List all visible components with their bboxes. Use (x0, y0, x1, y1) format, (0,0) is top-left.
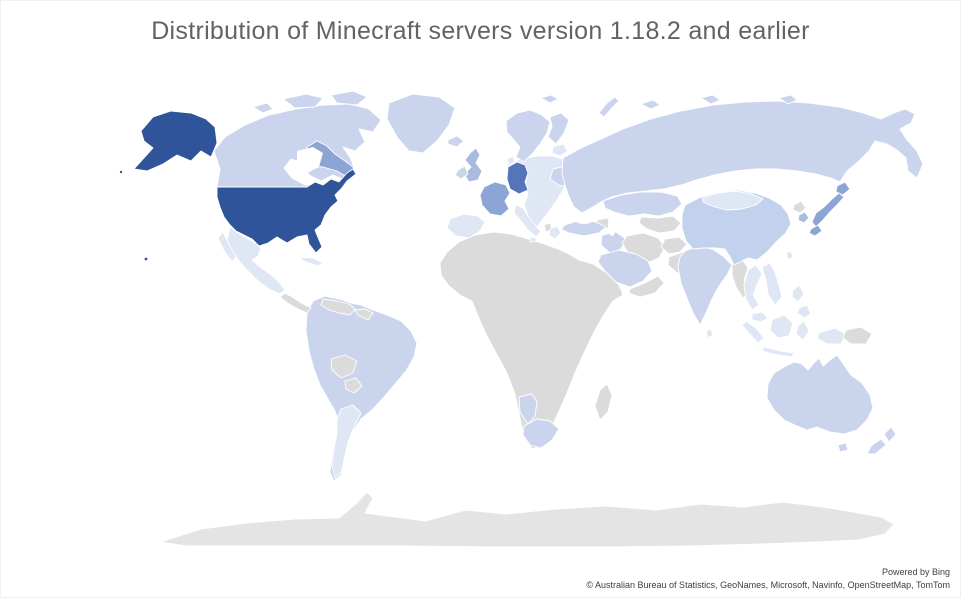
region-saudi-arabia[interactable] (597, 249, 653, 288)
region-madagascar[interactable] (594, 383, 613, 421)
region-guyanas[interactable] (354, 308, 374, 321)
region-india[interactable] (677, 245, 733, 326)
region-philippines-luzon[interactable] (791, 284, 805, 303)
region-arctic-island-east-3[interactable] (778, 94, 798, 105)
region-north-korea[interactable] (792, 200, 807, 214)
region-canada-arctic-island-2[interactable] (330, 90, 368, 106)
region-malaysia[interactable] (751, 311, 769, 323)
region-hawaii[interactable] (144, 257, 148, 261)
region-novaya-zemlya[interactable] (598, 96, 620, 118)
region-argentina-chile[interactable] (331, 404, 362, 479)
region-baltics[interactable] (551, 143, 569, 157)
region-borneo[interactable] (769, 314, 794, 339)
region-namibia[interactable] (518, 393, 538, 425)
region-aleutian-dot[interactable] (119, 170, 123, 174)
region-yemen-oman[interactable] (628, 275, 665, 298)
region-afghanistan[interactable] (660, 236, 688, 255)
region-indochina[interactable] (761, 262, 783, 306)
region-france[interactable] (479, 181, 511, 217)
powered-by-bing-label: Powered by Bing (881, 567, 950, 577)
caspian-sea (608, 214, 616, 236)
region-canada-arctic-island-1[interactable] (282, 93, 324, 109)
region-south-korea[interactable] (797, 211, 810, 224)
copyright-label: © Australian Bureau of Statistics, GeoNa… (586, 580, 950, 590)
region-new-zealand-north[interactable] (883, 426, 897, 443)
region-iceland[interactable] (447, 135, 465, 148)
region-china[interactable] (681, 189, 792, 266)
region-ireland[interactable] (454, 165, 469, 180)
hudson-bay (297, 147, 323, 173)
map-attribution: Powered by Bing © Australian Bureau of S… (586, 566, 950, 592)
region-baja-california[interactable] (217, 231, 237, 263)
region-south-africa[interactable] (522, 418, 560, 449)
region-japan-honshu[interactable] (811, 192, 845, 228)
region-scandinavia[interactable] (505, 109, 551, 163)
black-sea (574, 214, 594, 224)
region-greenland[interactable] (386, 93, 456, 154)
region-united-states[interactable] (216, 168, 357, 254)
region-sri-lanka[interactable] (705, 328, 714, 339)
region-taiwan[interactable] (785, 250, 794, 261)
region-south-america[interactable] (305, 295, 418, 482)
region-thailand[interactable] (743, 264, 763, 311)
region-new-zealand-south[interactable] (866, 438, 887, 455)
region-papua-new-guinea[interactable] (842, 326, 873, 345)
region-alaska[interactable] (133, 110, 218, 172)
region-africa[interactable] (439, 231, 624, 450)
region-tasmania[interactable] (837, 442, 849, 453)
region-iberia[interactable] (446, 213, 486, 239)
region-antarctica[interactable] (160, 491, 895, 548)
region-italy[interactable] (513, 204, 542, 238)
region-central-asia[interactable] (638, 215, 682, 234)
region-sicily[interactable] (528, 236, 538, 243)
region-mexico[interactable] (226, 226, 286, 295)
region-paraguay[interactable] (344, 377, 363, 394)
region-germany[interactable] (506, 161, 529, 195)
region-venezuela[interactable] (320, 298, 356, 316)
region-sulawesi[interactable] (795, 320, 810, 341)
region-denmark[interactable] (506, 155, 516, 166)
region-greece[interactable] (548, 225, 562, 240)
region-arctic-island-east-1[interactable] (640, 99, 661, 110)
region-united-kingdom[interactable] (463, 147, 483, 183)
region-west-papua[interactable] (816, 327, 847, 345)
region-sumatra[interactable] (741, 320, 765, 344)
region-japan-hokkaido[interactable] (835, 181, 851, 196)
region-central-america[interactable] (279, 292, 312, 314)
region-philippines-mindanao[interactable] (796, 304, 812, 319)
region-australia[interactable] (766, 354, 874, 435)
region-finland[interactable] (547, 112, 570, 145)
region-bolivia[interactable] (330, 354, 358, 379)
region-java[interactable] (761, 346, 796, 358)
chart-title: Distribution of Minecraft servers versio… (151, 17, 810, 45)
region-cuba[interactable] (298, 256, 324, 267)
region-mongolia[interactable] (701, 190, 764, 211)
region-japan-kyushu[interactable] (808, 224, 823, 237)
region-svalbard[interactable] (540, 94, 559, 104)
region-kazakhstan[interactable] (602, 191, 683, 217)
region-iraq-syria[interactable] (600, 231, 627, 254)
region-canada-arctic-island-3[interactable] (252, 102, 274, 114)
region-arctic-island-east-2[interactable] (700, 94, 721, 105)
